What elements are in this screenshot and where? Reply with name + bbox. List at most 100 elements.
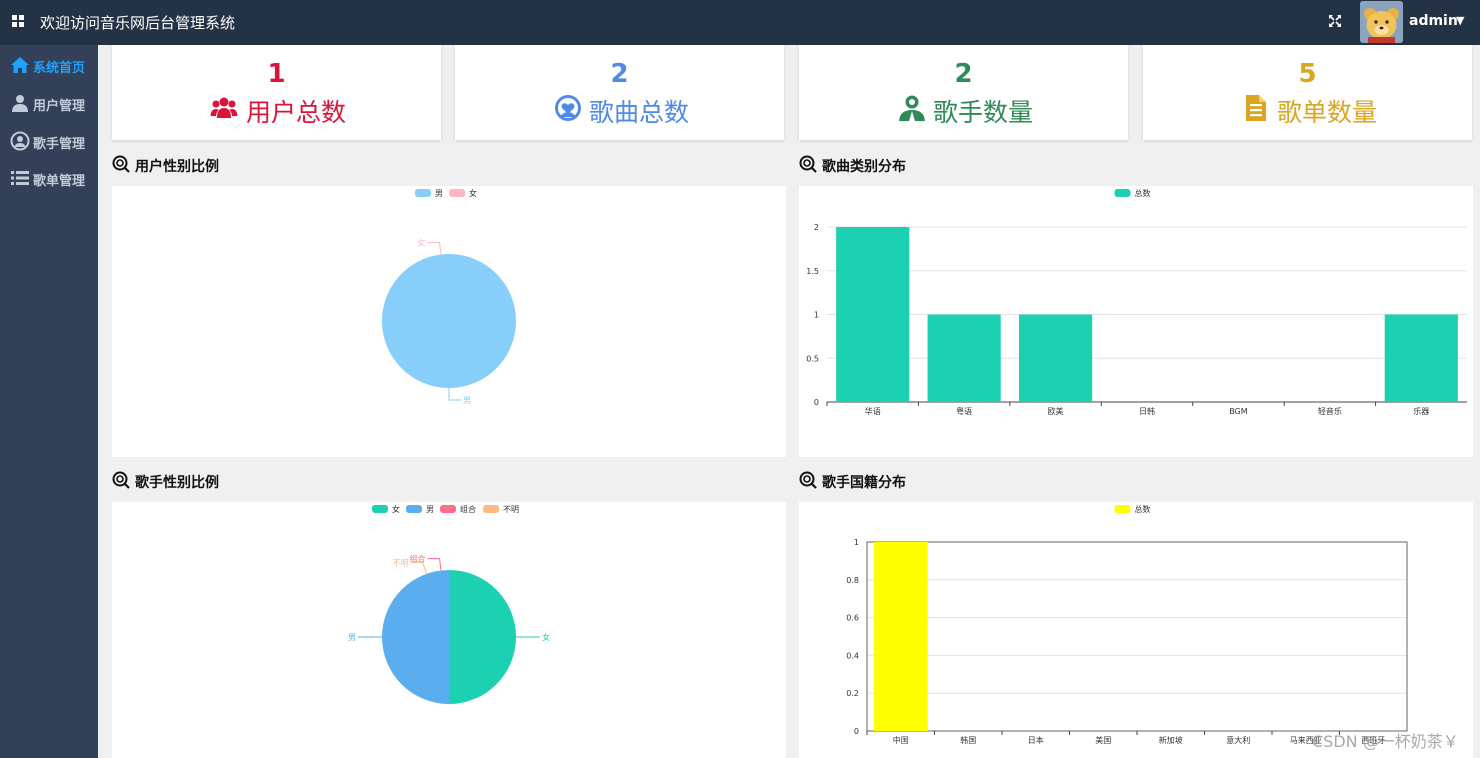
legend-swatch[interactable] [449,189,465,197]
chart-panel-singer-country: 总数 0 0.2 0.4 0.6 0.8 1 中国 韩国 日本 美国 新加坡 意大利 马来西亚 西班牙 [799,502,1473,758]
username[interactable]: admin [1409,13,1458,29]
watermark: CSDN @一杯奶茶￥ [1312,732,1459,751]
music-heart-icon [555,95,581,121]
pie-label-line [410,562,428,575]
document-icon [1246,95,1266,121]
bar[interactable] [1384,314,1458,403]
singer-icon [10,131,30,151]
x-tick-label: 粤语 [956,406,972,416]
legend-label[interactable]: 女 [392,504,400,514]
pie-slice[interactable] [382,254,516,388]
song-category-bar-chart: 总数 0 0.5 1 1.5 2 华语 粤语 欧美 日韩 BGM 轻音乐 乐器 [806,188,1467,416]
bar[interactable] [1019,314,1093,403]
stat-label: 歌手数量 [933,98,1034,127]
x-tick-label: 日本 [1028,735,1044,745]
singer-country-bar-chart: 总数 0 0.2 0.4 0.6 0.8 1 中国 韩国 日本 美国 新加坡 意大利 马来西亚 西班牙 [846,504,1408,745]
pie-slice-label: 组合 [410,554,426,564]
person-icon [899,95,925,121]
y-tick-label: 0.2 [846,689,859,698]
pie-label-line [427,242,442,255]
bear-avatar-icon [1360,1,1403,43]
x-tick-label: 轻音乐 [1318,406,1342,416]
y-tick-label: 0.5 [806,354,819,363]
section-title-text: 歌手性别比例 [135,475,219,491]
menu-grid-icon[interactable] [12,15,24,27]
search-circle-icon [799,155,817,173]
legend-swatch[interactable] [406,505,422,513]
pie-slice-label: 不明 [393,559,409,568]
y-tick-label: 0 [814,398,819,407]
y-tick-label: 0.6 [846,614,859,623]
stat-value: 1 [267,59,286,89]
legend-label[interactable]: 不明 [503,505,519,514]
pie-slice-label: 男 [348,633,356,642]
search-circle-icon [112,471,130,489]
stat-value: 2 [610,59,629,89]
user-icon [12,95,28,112]
sidebar-item-label: 歌单管理 [33,174,86,189]
users-icon [210,97,238,118]
x-tick-label: 韩国 [960,735,976,745]
legend-label[interactable]: 组合 [460,504,476,514]
pie-label-line [427,558,442,571]
legend-swatch[interactable] [372,505,388,513]
app-title: 欢迎访问音乐网后台管理系统 [40,14,236,32]
legend-swatch[interactable] [483,505,499,513]
user-dropdown-caret[interactable]: ▼ [1456,14,1465,27]
avatar[interactable] [1360,1,1403,43]
sidebar-item-users[interactable]: 用户管理 [0,88,98,118]
pie-slice[interactable] [382,570,449,704]
x-tick-label: 西班牙 [1361,735,1385,745]
legend-label[interactable]: 男 [435,189,443,198]
sidebar-item-singers[interactable]: 歌手管理 [0,126,98,156]
user-gender-pie-chart: 男女男女 [382,188,516,405]
stat-card-songs: 2 歌曲总数 [455,45,784,140]
stat-value: 5 [1298,59,1317,89]
pie-slice-label: 男 [463,396,471,405]
pie-slice[interactable] [449,570,516,704]
section-title-text: 歌曲类别分布 [822,159,906,175]
legend-swatch[interactable] [415,189,431,197]
sidebar-item-label: 系统首页 [33,61,86,76]
list-icon [11,171,29,185]
plot-frame [866,541,1408,732]
legend-label[interactable]: 男 [426,505,434,514]
legend-swatch[interactable] [1114,189,1131,197]
y-tick-label: 1 [854,538,859,547]
x-tick-label: 乐器 [1413,406,1429,416]
sidebar-item-label: 用户管理 [33,99,86,114]
x-tick-label: 意大利 [1226,735,1250,745]
home-icon [11,57,29,73]
sidebar: 系统首页 用户管理 歌手管理 歌单管理 [0,45,98,758]
stat-label: 歌曲总数 [589,98,690,127]
legend-swatch[interactable] [440,505,456,513]
legend-label[interactable]: 总数 [1135,188,1151,198]
stat-label: 歌单数量 [1277,98,1378,127]
x-tick-label: 美国 [1095,735,1111,745]
x-tick-label: 欧美 [1048,406,1064,416]
fullscreen-icon[interactable] [1328,14,1342,28]
bar[interactable] [873,542,928,731]
legend-label[interactable]: 总数 [1135,504,1151,514]
sidebar-item-home[interactable]: 系统首页 [0,50,98,80]
section-title-text: 歌手国籍分布 [822,475,906,491]
bar[interactable] [836,227,910,402]
y-tick-label: 0 [854,727,859,736]
x-tick-label: 马来西亚 [1290,736,1322,745]
bar[interactable] [927,314,1001,403]
y-tick-label: 1 [814,311,819,320]
sidebar-item-playlists[interactable]: 歌单管理 [0,163,98,193]
x-tick-label: 新加坡 [1159,735,1183,745]
search-circle-icon [799,471,817,489]
legend-label[interactable]: 女 [469,188,477,198]
y-tick-label: 0.4 [846,651,859,660]
x-tick-label: 日韩 [1139,406,1155,416]
legend-swatch[interactable] [1114,505,1131,513]
pie-slice-label: 女 [542,632,550,642]
chart-panel-song-category: 总数 0 0.5 1 1.5 2 华语 粤语 欧美 日韩 BGM 轻音乐 乐器 [799,186,1473,457]
stat-card-playlists: 5 歌单数量 [1143,45,1472,140]
stat-value: 2 [954,59,973,89]
pie-slice-label: 女 [418,238,426,248]
pie-label-line [448,388,461,401]
singer-gender-pie-chart: 女男组合 不明女男组合不明 [348,504,550,704]
